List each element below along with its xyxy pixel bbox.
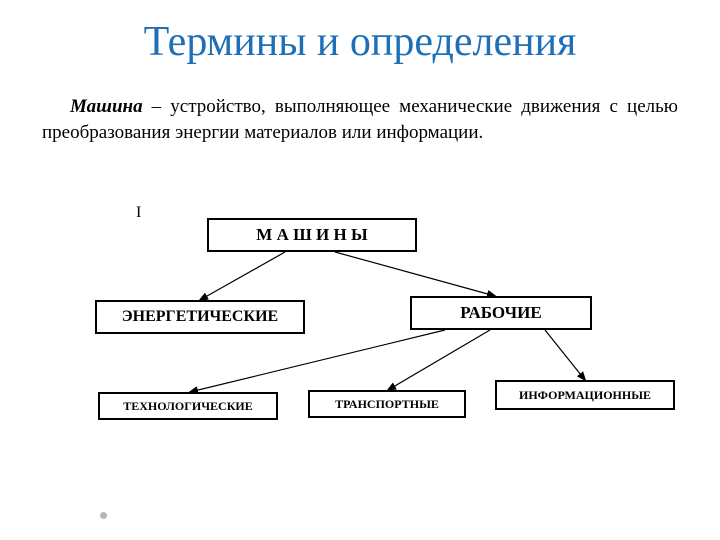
edge-work-tech [190,330,445,392]
diagram-node-energ: ЭНЕРГЕТИЧЕСКИЕ [95,300,305,334]
definition-term: Машина [70,96,143,117]
diagram-node-trans: ТРАНСПОРТНЫЕ [308,390,466,418]
definition-paragraph: Машина – устройство, выполняющее механич… [0,66,720,145]
text-cursor-mark: I [136,204,141,222]
diagram-node-info: ИНФОРМАЦИОННЫЕ [495,380,675,410]
classification-diagram: М А Ш И Н Ы ЭНЕРГЕТИЧЕСКИЕ РАБОЧИЕ ТЕХНОЛОГ… [0,200,720,500]
diagram-node-work: РАБОЧИЕ [410,296,592,330]
edge-work-trans [388,330,490,390]
page-title: Термины и определения [0,0,720,66]
diagram-node-tech: ТЕХНОЛОГИЧЕСКИЕ [98,392,278,420]
edge-root-energ [200,252,285,300]
edge-work-info [545,330,585,380]
diagram-node-root: М А Ш И Н Ы [207,218,417,252]
edge-root-work [335,252,495,296]
slide-bullet-icon [100,512,107,519]
